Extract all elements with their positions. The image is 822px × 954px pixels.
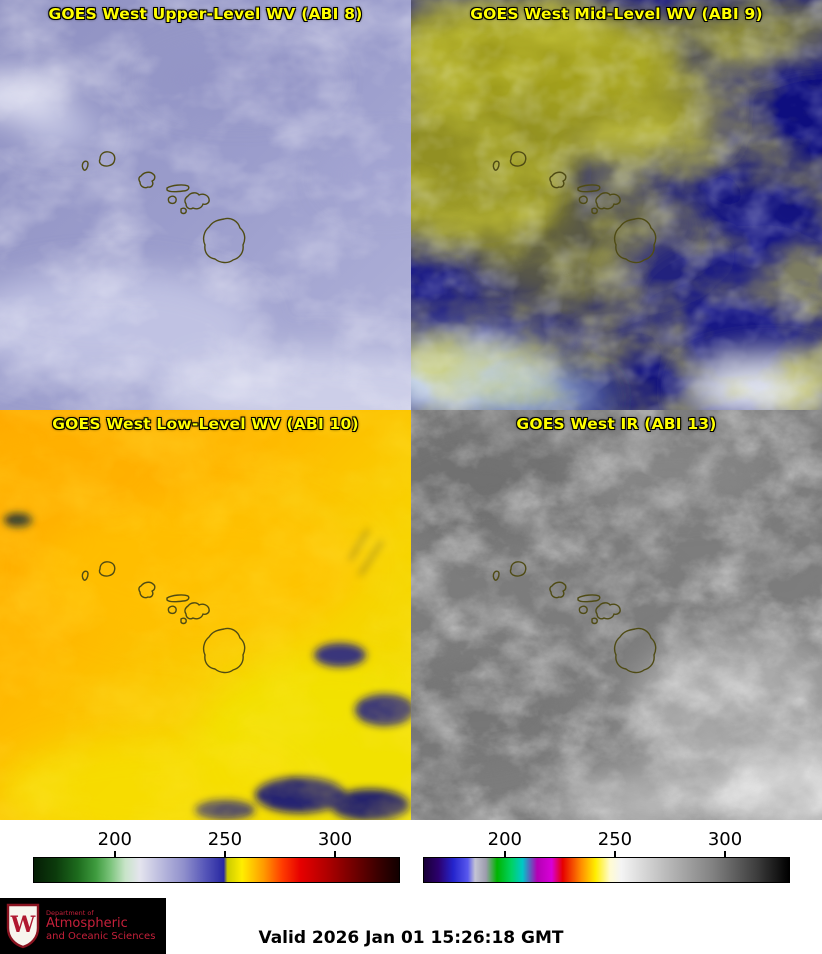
low-level-wv-image [0,410,411,820]
colorbar-tick-mark [334,851,337,857]
panel-ir: GOES West IR (ABI 13) [411,410,822,820]
colorbar-tick-label: 300 [707,829,743,850]
aos-logo-box: W Department of Atmospheric and Oceanic … [0,898,166,954]
panel-upper-level-wv: GOES West Upper-Level WV (ABI 8) [0,0,411,410]
panel-title-abi9: GOES West Mid-Level WV (ABI 9) [470,5,763,23]
colorbar-tick-mark [113,851,116,857]
aos-logo-text: Department of Atmospheric and Oceanic Sc… [46,908,156,943]
panel-grid: GOES West Upper-Level WV (ABI 8) [0,0,822,820]
wv-colorbar-gradient [33,857,400,883]
logo-atmospheric-line: Atmospheric [46,915,128,931]
panel-title-abi13: GOES West IR (ABI 13) [516,415,717,433]
ir-colorbar-inner: 200 250 300 [423,820,790,892]
panel-mid-level-wv: GOES West Mid-Level WV (ABI 9) [411,0,822,410]
colorbar-tick-label: 250 [207,829,243,850]
wv-colorbar-inner: 200 250 300 [33,820,400,892]
colorbar-tick-label: 200 [97,829,133,850]
panel-title-abi10: GOES West Low-Level WV (ABI 10) [52,415,359,433]
colorbar-tick-mark [223,851,226,857]
ir-colorbar-labels: 200 250 300 [423,820,790,857]
panel-title-abi8: GOES West Upper-Level WV (ABI 8) [48,5,363,23]
uw-crest-logo: W [6,903,40,949]
wv-colorbar-labels: 200 250 300 [33,820,400,857]
logo-department-line: Department of [46,908,94,917]
valid-time-text: Valid 2026 Jan 01 15:26:18 GMT [258,928,564,948]
colorbar-tick-mark [724,851,727,857]
colorbar-row: 200 250 300 200 250 300 [0,820,822,897]
footer: W Department of Atmospheric and Oceanic … [0,897,822,954]
ir-colorbar: 200 250 300 [411,820,822,897]
ir-image [411,410,822,820]
colorbar-tick-label: 250 [597,829,633,850]
colorbar-tick-label: 300 [317,829,353,850]
ir-colorbar-gradient [423,857,790,883]
svg-text:W: W [10,912,36,938]
upper-level-wv-image [0,0,411,410]
wv-colorbar: 200 250 300 [0,820,411,897]
colorbar-tick-label: 200 [487,829,523,850]
colorbar-tick-mark [503,851,506,857]
logo-oceanic-line: and Oceanic Sciences [46,931,156,943]
colorbar-tick-mark [613,851,616,857]
mid-level-wv-image [411,0,822,410]
panel-low-level-wv: GOES West Low-Level WV (ABI 10) [0,410,411,820]
